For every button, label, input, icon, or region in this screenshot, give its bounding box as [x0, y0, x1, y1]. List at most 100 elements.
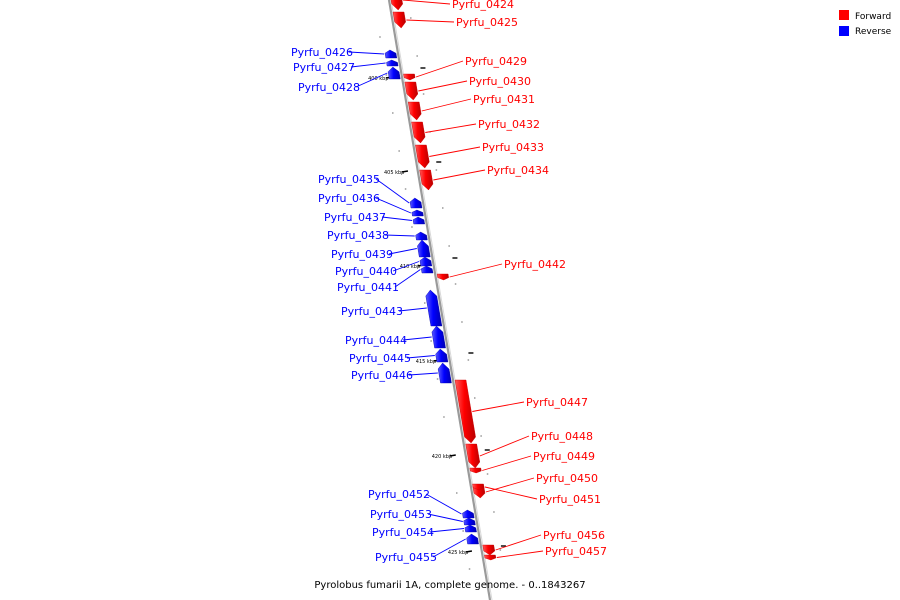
gene-feature-pyrfu_0438[interactable] — [415, 231, 428, 241]
gene-label-pyrfu_0452[interactable]: Pyrfu_0452 — [368, 488, 430, 501]
gene-feature-pyrfu_0428[interactable] — [387, 66, 401, 80]
gene-feature-pyrfu_0446[interactable] — [437, 362, 452, 384]
gene-feature-pyrfu_0426[interactable] — [384, 49, 398, 59]
gene-label-pyrfu_0443[interactable]: Pyrfu_0443 — [341, 305, 403, 318]
gene-feature-pyrfu_0432[interactable] — [411, 121, 426, 144]
gene-leader-pyrfu_0435 — [375, 178, 410, 204]
label-leaders — [348, 0, 544, 558]
gene-label-pyrfu_0442[interactable]: Pyrfu_0442 — [504, 258, 566, 271]
gene-label-pyrfu_0425[interactable]: Pyrfu_0425 — [456, 16, 518, 29]
gene-features — [384, 0, 497, 561]
gene-leader-pyrfu_0456 — [495, 534, 542, 551]
gene-label-pyrfu_0427[interactable]: Pyrfu_0427 — [293, 61, 355, 74]
gene-leader-pyrfu_0449 — [482, 455, 532, 471]
gene-leader-pyrfu_0453 — [427, 513, 463, 522]
gene-leader-pyrfu_0440 — [392, 261, 420, 272]
map-title: Pyrolobus fumarii 1A, complete genome. -… — [314, 580, 585, 591]
gene-label-pyrfu_0438[interactable]: Pyrfu_0438 — [327, 229, 389, 242]
gene-label-pyrfu_0451[interactable]: Pyrfu_0451 — [539, 493, 601, 506]
gene-leader-pyrfu_0424 — [402, 0, 451, 5]
gene-label-pyrfu_0429[interactable]: Pyrfu_0429 — [465, 55, 527, 68]
gene-label-pyrfu_0445[interactable]: Pyrfu_0445 — [349, 352, 411, 365]
ruler-label: 425 kbp — [448, 550, 468, 556]
gene-leader-pyrfu_0439 — [388, 248, 417, 255]
gene-leader-pyrfu_0452 — [425, 493, 462, 515]
gene-leader-pyrfu_0428 — [355, 72, 388, 88]
gene-label-pyrfu_0424[interactable]: Pyrfu_0424 — [452, 0, 514, 11]
gene-label-pyrfu_0449[interactable]: Pyrfu_0449 — [533, 450, 595, 463]
ruler-label: 420 kbp — [432, 454, 452, 460]
ruler-label: 400 kbp — [368, 76, 388, 82]
legend-reverse-swatch — [839, 26, 849, 36]
gene-leader-pyrfu_0445 — [406, 355, 435, 359]
gene-label-pyrfu_0436[interactable]: Pyrfu_0436 — [318, 192, 380, 205]
gene-feature-pyrfu_0449[interactable] — [469, 467, 482, 474]
gene-leader-pyrfu_0426 — [348, 51, 385, 55]
gene-feature-pyrfu_0447[interactable] — [454, 379, 476, 444]
gene-feature-pyrfu_0424[interactable] — [389, 0, 403, 11]
gene-label-pyrfu_0448[interactable]: Pyrfu_0448 — [531, 430, 593, 443]
gene-leader-pyrfu_0443 — [398, 307, 427, 312]
gene-label-pyrfu_0441[interactable]: Pyrfu_0441 — [337, 281, 399, 294]
gene-feature-pyrfu_0429[interactable] — [403, 73, 416, 81]
gene-feature-pyrfu_0431[interactable] — [407, 101, 422, 121]
gene-label-pyrfu_0437[interactable]: Pyrfu_0437 — [324, 211, 386, 224]
gene-feature-pyrfu_0437[interactable] — [412, 216, 425, 225]
gene-label-pyrfu_0450[interactable]: Pyrfu_0450 — [536, 472, 598, 485]
gene-feature-pyrfu_0439[interactable] — [417, 239, 431, 258]
gene-feature-pyrfu_0440[interactable] — [419, 256, 433, 267]
gene-feature-pyrfu_0433[interactable] — [415, 144, 430, 169]
gene-feature-pyrfu_0455[interactable] — [466, 533, 479, 545]
gene-label-pyrfu_0430[interactable]: Pyrfu_0430 — [469, 75, 531, 88]
gene-leader-pyrfu_0433 — [429, 146, 481, 157]
gene-label-pyrfu_0444[interactable]: Pyrfu_0444 — [345, 334, 407, 347]
gene-feature-pyrfu_0442[interactable] — [436, 273, 449, 281]
gene-feature-pyrfu_0427[interactable] — [386, 59, 399, 67]
gene-leader-pyrfu_0446 — [408, 372, 438, 376]
gene-leader-pyrfu_0430 — [418, 80, 468, 92]
gene-label-pyrfu_0432[interactable]: Pyrfu_0432 — [478, 118, 540, 131]
gene-feature-pyrfu_0445[interactable] — [435, 348, 449, 363]
gene-leader-pyrfu_0434 — [433, 169, 486, 181]
gene-feature-pyrfu_0452[interactable] — [462, 509, 475, 519]
legend-reverse-label: Reverse — [855, 27, 892, 37]
genome-backbone-shadow — [390, 0, 493, 600]
gene-feature-pyrfu_0441[interactable] — [420, 265, 434, 274]
gene-feature-pyrfu_0435[interactable] — [409, 197, 423, 209]
gene-label-pyrfu_0431[interactable]: Pyrfu_0431 — [473, 93, 535, 106]
gene-label-pyrfu_0440[interactable]: Pyrfu_0440 — [335, 265, 397, 278]
gene-leader-pyrfu_0437 — [381, 216, 413, 221]
gene-label-pyrfu_0453[interactable]: Pyrfu_0453 — [370, 508, 432, 521]
gene-label-pyrfu_0426[interactable]: Pyrfu_0426 — [291, 46, 353, 59]
gene-label-pyrfu_0456[interactable]: Pyrfu_0456 — [543, 529, 605, 542]
gene-leader-pyrfu_0444 — [402, 336, 432, 341]
gene-label-pyrfu_0446[interactable]: Pyrfu_0446 — [351, 369, 413, 382]
gene-leader-pyrfu_0442 — [449, 263, 503, 278]
gene-feature-pyrfu_0454[interactable] — [464, 524, 477, 533]
gene-label-pyrfu_0447[interactable]: Pyrfu_0447 — [526, 396, 588, 409]
gene-label-pyrfu_0455[interactable]: Pyrfu_0455 — [375, 551, 437, 564]
gene-feature-pyrfu_0434[interactable] — [419, 169, 434, 191]
gene-leader-pyrfu_0429 — [415, 60, 464, 78]
gene-feature-pyrfu_0457[interactable] — [484, 554, 497, 561]
gene-label-pyrfu_0457[interactable]: Pyrfu_0457 — [545, 545, 607, 558]
gene-feature-pyrfu_0448[interactable] — [465, 443, 481, 469]
gene-label-pyrfu_0434[interactable]: Pyrfu_0434 — [487, 164, 549, 177]
gene-feature-pyrfu_0453[interactable] — [463, 517, 476, 526]
gene-leader-pyrfu_0427 — [350, 62, 386, 68]
gene-label-pyrfu_0439[interactable]: Pyrfu_0439 — [331, 248, 393, 261]
gene-leader-pyrfu_0441 — [394, 269, 421, 288]
gene-leader-pyrfu_0431 — [421, 98, 472, 112]
gene-feature-pyrfu_0436[interactable] — [411, 209, 424, 217]
gene-label-pyrfu_0428[interactable]: Pyrfu_0428 — [298, 81, 360, 94]
legend-forward-label: Forward — [855, 12, 891, 22]
gene-label-pyrfu_0435[interactable]: Pyrfu_0435 — [318, 173, 380, 186]
gene-feature-pyrfu_0425[interactable] — [392, 11, 406, 29]
gene-feature-pyrfu_0430[interactable] — [404, 81, 419, 101]
gene-label-pyrfu_0454[interactable]: Pyrfu_0454 — [372, 526, 434, 539]
gene-label-pyrfu_0433[interactable]: Pyrfu_0433 — [482, 141, 544, 154]
gene-feature-pyrfu_0456[interactable] — [482, 544, 496, 556]
gene-feature-pyrfu_0444[interactable] — [431, 325, 446, 349]
gene-leader-pyrfu_0432 — [425, 123, 477, 133]
gene-feature-pyrfu_0451[interactable] — [472, 483, 485, 491]
